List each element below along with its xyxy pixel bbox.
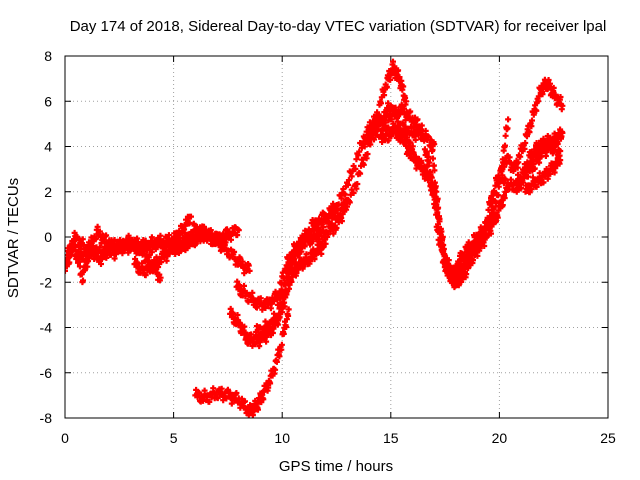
series-arc-16	[485, 76, 566, 213]
y-tick-label: -8	[40, 410, 53, 426]
series-arc-10	[274, 100, 438, 308]
y-axis-label: SDTVAR / TECUs	[5, 178, 22, 298]
x-tick-label: 20	[492, 430, 508, 446]
y-tick-label: -4	[40, 320, 53, 336]
x-tick-label: 10	[274, 430, 290, 446]
x-axis-label: GPS time / hours	[279, 458, 393, 475]
x-tick-label: 15	[383, 430, 399, 446]
x-tick-label: 5	[170, 430, 178, 446]
series-arc-5	[170, 223, 231, 255]
y-tick-label: 2	[44, 184, 52, 200]
y-tick-label: 6	[44, 93, 52, 109]
series-arc-6	[192, 306, 292, 418]
series-arc-19	[522, 153, 564, 196]
plot-frame	[64, 55, 609, 419]
y-tick-label: -6	[40, 365, 53, 381]
y-tick-label: 4	[44, 139, 52, 155]
x-tick-label: 25	[600, 430, 616, 446]
y-tick-label: 8	[44, 48, 52, 64]
grid	[65, 56, 608, 418]
chart-title: Day 174 of 2018, Sidereal Day-to-day VTE…	[70, 18, 607, 35]
axis-ticks: 0 5 10 15 20 25 -8 -6 -4 -2 0 2 4 6 8	[40, 48, 616, 446]
x-tick-label: 0	[61, 430, 69, 446]
y-tick-label: -2	[40, 274, 53, 290]
y-tick-label: 0	[44, 229, 52, 245]
series-layer	[65, 58, 566, 418]
series-arc-18	[513, 138, 564, 195]
